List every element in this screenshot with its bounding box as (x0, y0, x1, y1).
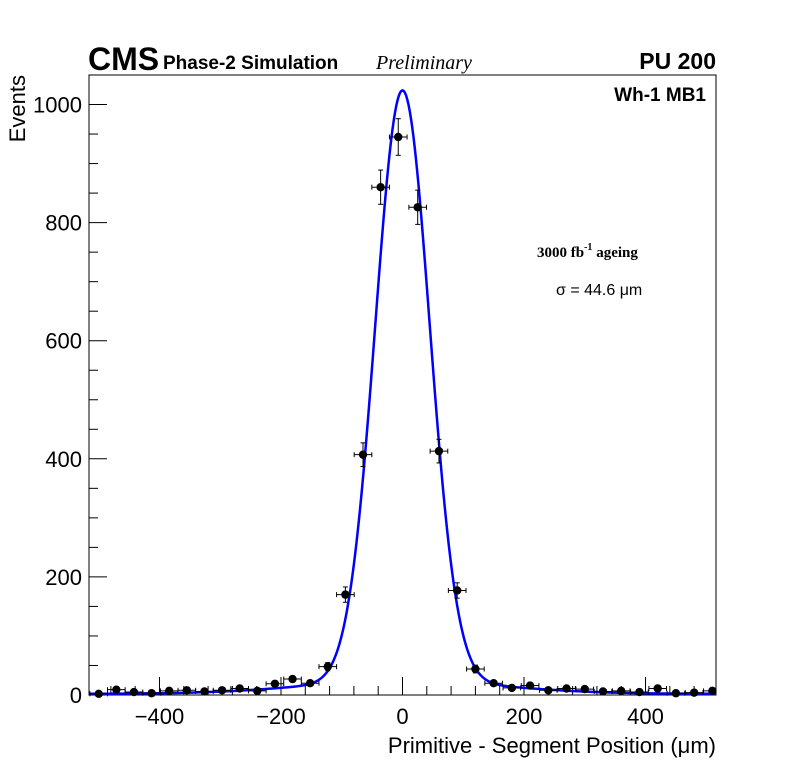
data-point (575, 684, 595, 694)
data-marker (235, 684, 244, 693)
x-axis-title: Primitive - Segment Position (μm) (388, 733, 716, 758)
pileup-label: PU 200 (639, 48, 716, 74)
data-marker (562, 684, 571, 693)
data-marker (489, 678, 498, 688)
data-point (195, 687, 214, 696)
data-marker (452, 586, 462, 595)
data-marker (471, 664, 480, 674)
data-point (466, 664, 485, 674)
data-marker (112, 685, 121, 694)
data-marker (413, 203, 422, 212)
data-point (177, 686, 197, 695)
data-marker (164, 686, 174, 696)
data-point (247, 686, 267, 696)
data-point (300, 678, 320, 688)
sigma-label: σ = 44.6 μm (556, 282, 642, 299)
data-marker (598, 687, 608, 696)
data-point (484, 678, 503, 688)
y-tick-label: 400 (45, 447, 82, 472)
data-marker (358, 450, 368, 459)
preliminary-label: Preliminary (375, 52, 472, 74)
y-tick-label: 1000 (33, 93, 82, 118)
data-marker (525, 681, 535, 690)
y-tick-label: 600 (45, 329, 82, 354)
ageing-exponent: -1 (584, 242, 592, 253)
x-tick-label: 200 (506, 704, 543, 729)
data-point (283, 674, 302, 684)
data-point (648, 684, 667, 693)
data-point (408, 189, 427, 225)
data-point (666, 689, 686, 698)
data-point (557, 684, 576, 693)
data-point (684, 688, 704, 697)
data-marker (94, 689, 103, 699)
x-tick-label: −200 (256, 704, 306, 729)
data-point (539, 686, 558, 695)
data-point (388, 118, 408, 156)
ageing-label: 3000 fb-1 ageing (537, 242, 638, 261)
data-marker (305, 678, 315, 688)
data-point (630, 687, 649, 697)
data-marker (653, 684, 662, 693)
data-marker (217, 686, 227, 695)
ageing-prefix: 3000 fb (537, 245, 584, 261)
data-marker (253, 686, 262, 696)
data-marker (200, 687, 209, 696)
y-tick-label: 0 (70, 683, 82, 708)
cms-label: CMS (88, 41, 159, 77)
x-tick-label: 0 (396, 704, 408, 729)
data-point (593, 687, 613, 696)
y-axis: 0 200 400 600 800 1000 (33, 74, 107, 708)
y-axis-title: Events (5, 75, 30, 142)
data-point (107, 685, 126, 694)
data-point (611, 686, 631, 696)
data-point (336, 586, 355, 603)
x-axis: −400 −200 0 200 400 (110, 677, 695, 729)
data-marker (689, 688, 699, 697)
data-point (89, 689, 109, 699)
plot-frame (88, 74, 717, 696)
data-marker (182, 686, 192, 695)
data-point (447, 582, 467, 599)
data-marker (147, 689, 156, 698)
data-marker (341, 590, 350, 599)
simulation-label: Phase-2 Simulation (163, 53, 338, 74)
data-point (212, 686, 232, 695)
data-point (318, 662, 338, 672)
data-marker (376, 182, 385, 192)
ageing-suffix: ageing (592, 245, 638, 261)
data-marker (323, 662, 332, 671)
data-point (502, 683, 522, 693)
data-marker (288, 674, 297, 684)
y-tick-label: 200 (45, 565, 82, 590)
data-marker (617, 686, 626, 696)
x-tick-label: 400 (627, 704, 664, 729)
data-marker (394, 132, 403, 142)
data-points (89, 118, 717, 699)
data-point (429, 438, 449, 464)
data-marker (270, 679, 280, 688)
data-marker (635, 687, 644, 697)
data-point (265, 679, 285, 688)
x-tick-label: −400 (135, 704, 185, 729)
data-point (142, 689, 161, 698)
data-marker (434, 446, 444, 456)
data-marker (580, 684, 589, 694)
data-point (353, 442, 373, 467)
data-point (371, 169, 390, 205)
fit-curve (88, 88, 717, 695)
data-point (703, 686, 717, 696)
data-marker (544, 686, 553, 695)
data-point (520, 681, 540, 690)
data-marker (708, 686, 717, 696)
chamber-label: Wh-1 MB1 (614, 85, 706, 106)
data-marker (507, 683, 517, 693)
data-marker (129, 687, 139, 697)
data-marker (671, 689, 681, 698)
y-tick-label: 800 (45, 211, 82, 236)
